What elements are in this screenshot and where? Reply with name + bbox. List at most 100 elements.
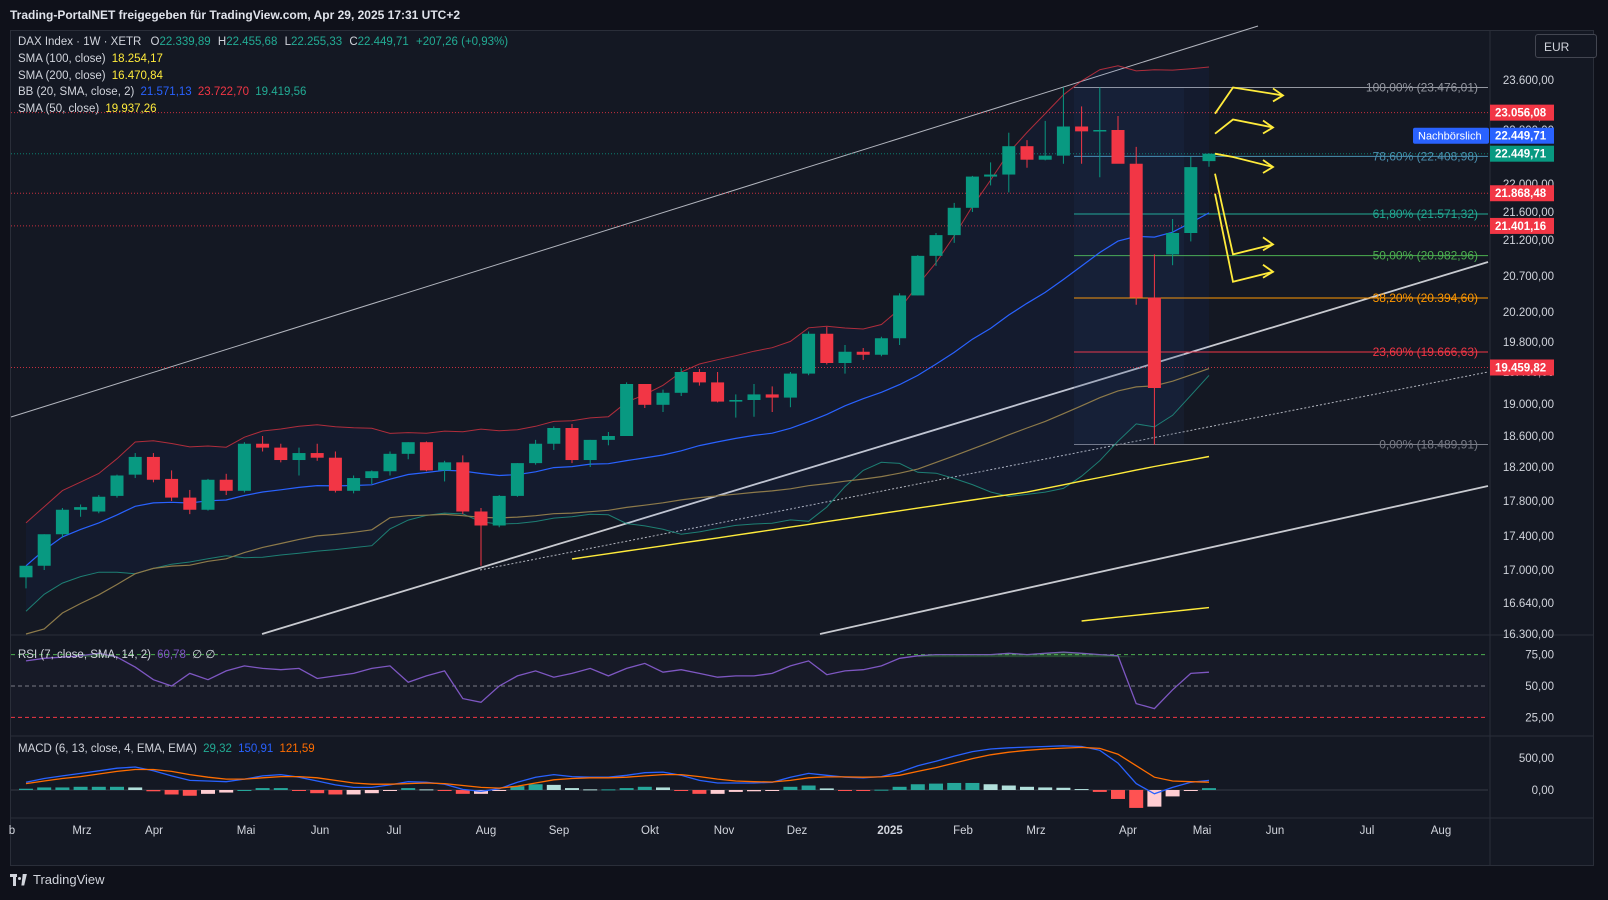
time-tick-label: Okt	[641, 825, 660, 837]
candle-body	[1056, 126, 1070, 156]
candle-body	[201, 479, 215, 510]
candle-body	[74, 507, 88, 510]
price-label-badge	[1490, 185, 1554, 202]
candle-body	[237, 443, 251, 491]
candle-body	[765, 394, 779, 398]
projection-arrow	[1214, 193, 1274, 283]
sma50-value: 19.937,26	[105, 103, 157, 115]
candle-body	[438, 462, 452, 471]
tradingview-logo[interactable]: TradingView	[10, 872, 105, 887]
macd-histogram-bar	[929, 783, 943, 790]
projection-arrow	[1214, 152, 1274, 168]
projection-arrows	[1214, 86, 1285, 283]
price-label-text: 21.401,16	[1495, 221, 1546, 233]
fib-level-label: 38,20% (20.394,60)	[1373, 291, 1478, 305]
moving-averages	[25, 368, 1210, 635]
rsi-overbought-fill	[1027, 653, 1046, 658]
macd-hist-value: 29,32	[203, 743, 232, 755]
legend-high: 22.455,68	[226, 36, 278, 48]
macd-histogram-bar	[273, 788, 288, 790]
macd-histogram-bar	[91, 786, 106, 790]
candle-body	[838, 351, 852, 363]
post-market-label: Nachbörslich	[1418, 131, 1482, 143]
macd-histogram-bar	[110, 786, 124, 790]
post-market-price: 22.449,71	[1495, 131, 1547, 143]
legend-main[interactable]: DAX Index · 1W · XETR O22.339,89 H22.455…	[18, 36, 508, 48]
macd-histogram-bar	[346, 790, 361, 795]
candle-body	[874, 338, 888, 355]
candle-body	[893, 295, 907, 339]
candle-body	[1093, 130, 1107, 132]
macd-histogram-bar	[1001, 785, 1016, 790]
macd-histogram-bar	[492, 790, 507, 791]
sma100-value: 18.254,17	[111, 53, 163, 65]
legend-sma100[interactable]: SMA (100, close) 18.254,17	[18, 53, 163, 65]
macd-histogram-bar	[1056, 787, 1071, 790]
price-tick-label: 21.200,00	[1503, 235, 1554, 247]
macd-histogram-bar	[728, 790, 743, 792]
macd-histogram-bar	[1183, 790, 1198, 791]
legend-bb[interactable]: BB (20, SMA, close, 2) 21.571,13 23.722,…	[18, 86, 306, 98]
candle-body	[274, 447, 288, 461]
candle-body	[929, 235, 943, 256]
projection-arrowhead	[1262, 159, 1275, 174]
time-tick-label: Feb	[953, 825, 973, 837]
rsi-overbought-fill	[954, 654, 973, 658]
time-tick-label: Jul	[1360, 825, 1375, 837]
legend-sma50[interactable]: SMA (50, close) 19.937,26	[18, 103, 157, 115]
candle-body	[128, 456, 142, 475]
macd-histogram-bar	[201, 790, 215, 794]
candle-body	[620, 384, 634, 436]
macd-histogram-bar	[637, 786, 652, 790]
bb-fill	[26, 65, 1209, 612]
macd-histogram-bar	[1129, 790, 1144, 808]
candle-body	[1038, 155, 1052, 160]
time-tick-label: Apr	[145, 825, 163, 837]
price-label-badge	[1490, 217, 1554, 234]
legend-macd[interactable]: MACD (6, 13, close, 4, EMA, EMA) 29,32 1…	[18, 743, 315, 755]
candle-body	[729, 400, 743, 402]
price-label-text: 22.449,71	[1495, 149, 1547, 161]
channel-middle-line	[261, 261, 1489, 635]
chart-share-header: Trading-PortalNET freigegeben für Tradin…	[0, 0, 1608, 30]
legend-c-label: C	[349, 36, 358, 48]
legend-sma200[interactable]: SMA (200, close) 16.470,84	[18, 70, 163, 82]
time-tick-label: Sep	[549, 825, 569, 837]
candle-body	[92, 496, 106, 512]
legend-low: 22.255,33	[290, 36, 343, 48]
macd-histogram-bar	[1165, 790, 1180, 797]
macd-histogram-bar	[892, 786, 907, 790]
candle-body	[110, 475, 124, 496]
legend-close: 22.449,71	[357, 36, 409, 48]
time-tick-label: Jul	[387, 825, 402, 837]
projection-arrow	[1214, 173, 1274, 256]
rsi-overbought-fill	[917, 654, 936, 658]
candle-body	[638, 384, 652, 405]
macd-line	[25, 745, 1210, 795]
macd-histogram-bar	[565, 788, 579, 790]
bb-lower-line	[25, 375, 1210, 612]
candle-body	[947, 207, 961, 236]
macd-histogram-bar	[510, 786, 525, 790]
time-axis: b Mrz Apr Mai Jun Jul Aug Sep Okt Nov Dez 2025 Feb Mr…	[9, 825, 1451, 837]
rsi-tick-label: 25,00	[1525, 712, 1554, 724]
rsi-tick-label: 50,00	[1525, 681, 1554, 693]
rsi-overbought-fill	[972, 654, 991, 658]
rsi-pane: 75,00 50,00 25,00	[11, 650, 1554, 724]
legend-rsi[interactable]: RSI (7, close, SMA, 14, 2) 60,78 ∅ ∅	[18, 647, 215, 661]
macd-pane: 500,00 0,00	[11, 745, 1554, 808]
time-tick-label: Mai	[1193, 825, 1212, 837]
macd-histogram-bar	[965, 782, 980, 790]
rsi-overbought-fill	[98, 653, 117, 658]
candle-body	[256, 443, 270, 448]
brand-name: TradingView	[33, 872, 105, 887]
candle-body	[383, 453, 397, 472]
price-tick-label: 23.600,00	[1503, 75, 1554, 87]
macd-histogram-bar	[255, 788, 270, 790]
candle-body	[802, 333, 816, 374]
rsi-overbought-fill	[1099, 654, 1118, 658]
currency-selector[interactable]: EUR	[1535, 34, 1597, 58]
legend-l-label: L	[284, 36, 291, 48]
price-tick-label: 17.800,00	[1503, 496, 1554, 508]
